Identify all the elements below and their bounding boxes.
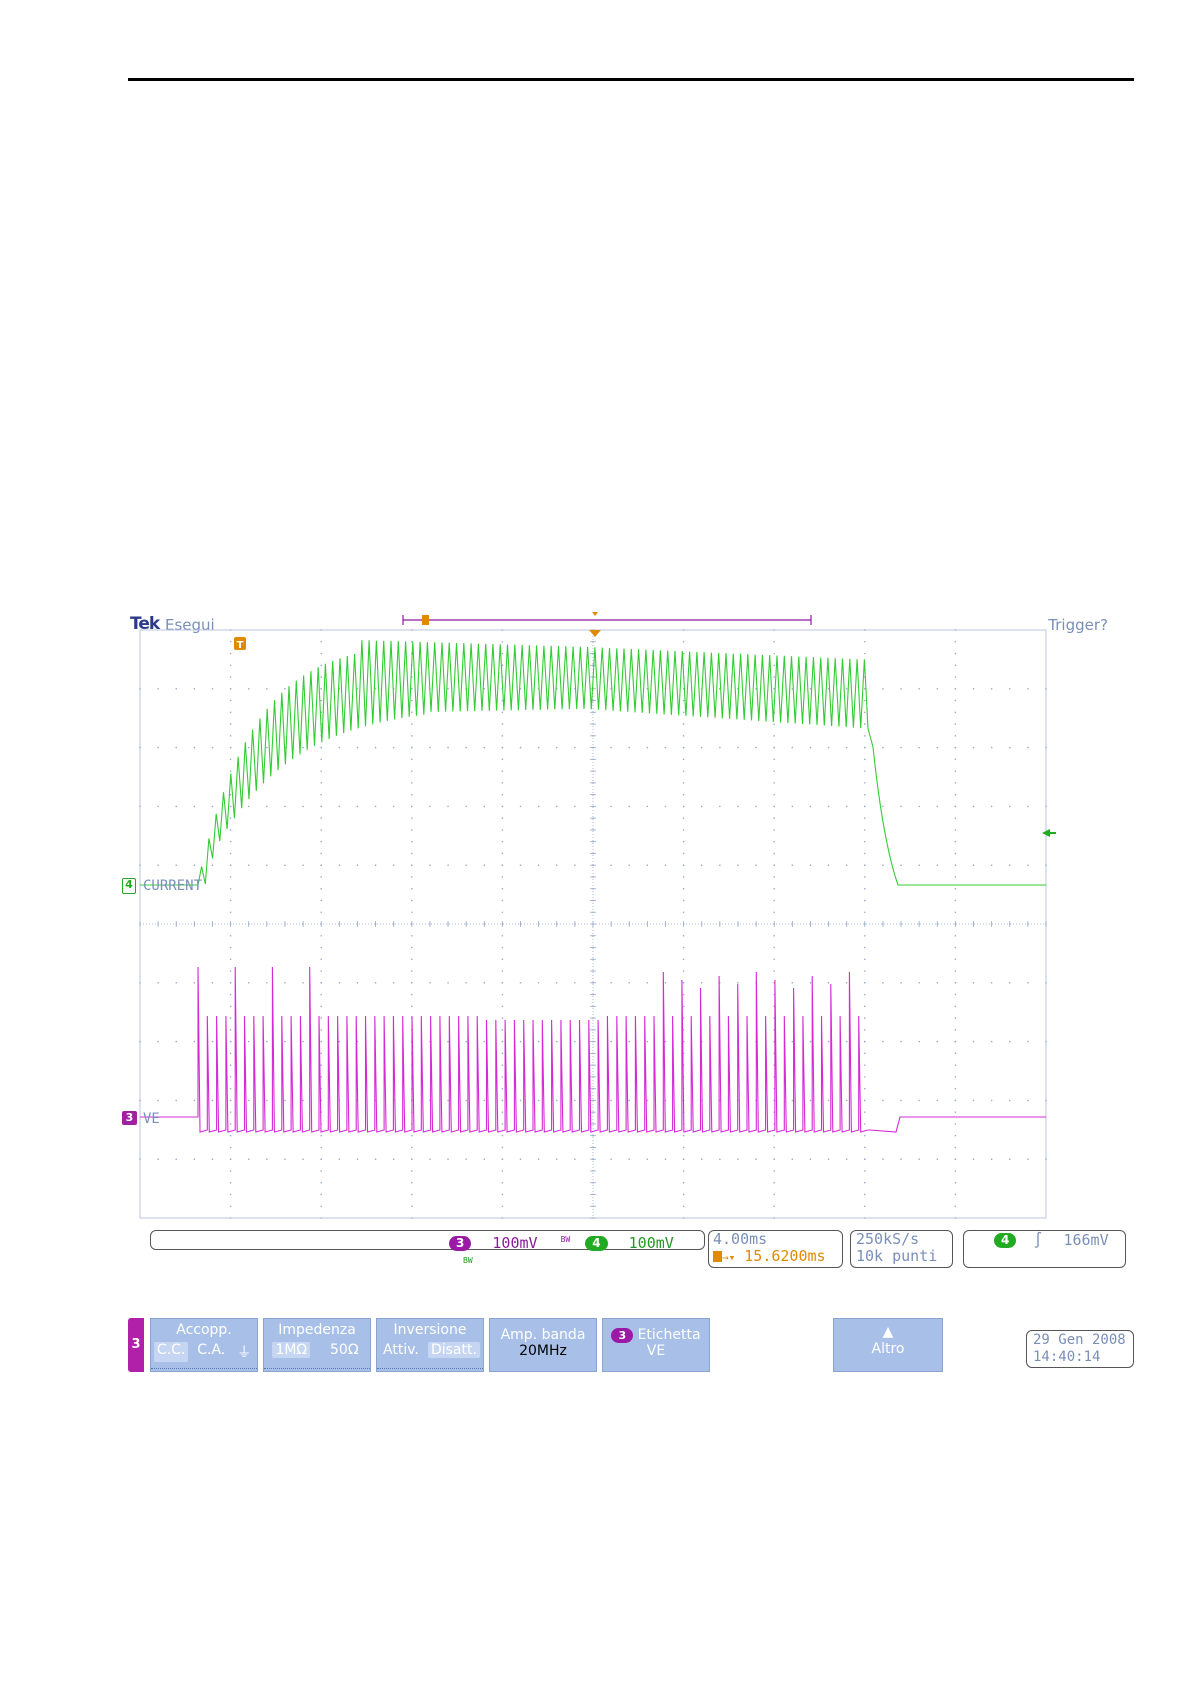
invert-button[interactable]: Inversione Attiv. Disatt. <box>376 1318 484 1372</box>
label-button[interactable]: 3 Etichetta VE <box>602 1318 710 1372</box>
oscilloscope-screenshot: Tek Esegui Trigger? T 4 CURRENT 3 VE 3 <box>122 612 1134 1372</box>
label-channel-badge: 3 <box>611 1327 634 1343</box>
trigger-level-icon <box>1042 829 1050 837</box>
trigger-point-marker: T <box>234 637 246 651</box>
graticule-grid <box>139 629 1047 1219</box>
impedance-button[interactable]: Impedenza 1MΩ 50Ω <box>263 1318 371 1372</box>
trigger-icon <box>713 1251 722 1262</box>
label-title: Etichetta <box>637 1327 701 1343</box>
coupling-ac[interactable]: C.A. <box>197 1342 226 1358</box>
trigger-readout: 4 ∫ 166mV <box>963 1230 1126 1268</box>
ch3-label: VE <box>143 1111 160 1127</box>
trigger-source-badge: 4 <box>994 1233 1017 1248</box>
ch4-ground-marker: 4 <box>122 878 136 894</box>
more-label: Altro <box>871 1341 905 1357</box>
ch3-scale: 100mV <box>492 1234 538 1252</box>
trigger-level: 166mV <box>1063 1231 1109 1249</box>
delay-arrow-icon: →▾ <box>722 1251 736 1264</box>
coupling-dc[interactable]: C.C. <box>153 1342 189 1362</box>
vertical-scale-readout: 3 100mV BW 4 100mV BW <box>150 1230 705 1265</box>
time: 14:40:14 <box>1033 1349 1101 1365</box>
svg-text:T: T <box>237 640 244 651</box>
coupling-button[interactable]: Accopp. C.C. C.A. ⏚ <box>150 1318 258 1372</box>
rising-edge-icon: ∫ <box>1033 1231 1043 1249</box>
ch3-badge: 3 <box>449 1236 472 1251</box>
trace-current <box>140 640 1046 886</box>
timebase: 4.00ms <box>713 1230 768 1248</box>
trigger-delay: 15.6200ms <box>744 1247 826 1265</box>
invert-on[interactable]: Attiv. <box>383 1342 419 1358</box>
channel-menu-tab[interactable]: 3 <box>128 1318 144 1372</box>
record-bar <box>402 612 812 625</box>
bandwidth-value: 20MHz <box>519 1343 567 1359</box>
ground-icon[interactable]: ⏚ <box>237 1345 252 1361</box>
tek-logo: Tek <box>130 614 160 634</box>
page-header-rule <box>128 78 1134 81</box>
timebase-readout: 4.00ms →▾ 15.6200ms <box>708 1230 843 1268</box>
arrow-up-icon: ▲ <box>882 1324 894 1340</box>
ch4-badge: 4 <box>585 1236 608 1251</box>
ch3-ground-marker: 3 <box>122 1111 137 1125</box>
trace-ve <box>140 966 1046 1133</box>
ch4-bw-limit-icon: BW <box>463 1256 473 1265</box>
ch4-scale: 100mV <box>628 1234 674 1252</box>
more-button[interactable]: ▲ Altro <box>833 1318 943 1372</box>
trigger-status: Trigger? <box>1048 616 1108 634</box>
bandwidth-button[interactable]: Amp. banda 20MHz <box>489 1318 597 1372</box>
record-length: 10k punti <box>856 1247 938 1265</box>
label-value: VE <box>646 1343 666 1359</box>
invert-title: Inversione <box>393 1322 467 1338</box>
waveform-display: T <box>139 612 1056 1219</box>
impedance-50ohm[interactable]: 50Ω <box>330 1342 359 1358</box>
acquisition-readout: 250kS/s 10k punti <box>850 1230 953 1268</box>
impedance-1mohm[interactable]: 1MΩ <box>272 1342 311 1358</box>
date-time-display: 29 Gen 2008 14:40:14 <box>1026 1330 1134 1368</box>
invert-off[interactable]: Disatt. <box>427 1342 480 1358</box>
coupling-title: Accopp. <box>176 1322 232 1338</box>
trigger-position-icon <box>589 630 601 637</box>
bandwidth-title: Amp. banda <box>500 1327 586 1343</box>
ch4-label: CURRENT <box>143 878 203 894</box>
impedance-title: Impedenza <box>278 1322 356 1338</box>
ch3-bw-limit-icon: BW <box>560 1235 571 1244</box>
sample-rate: 250kS/s <box>856 1230 920 1248</box>
date: 29 Gen 2008 <box>1033 1332 1126 1348</box>
